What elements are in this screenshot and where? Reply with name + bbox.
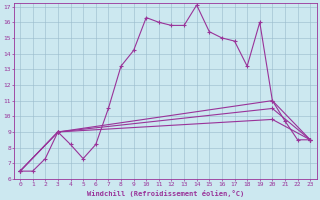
X-axis label: Windchill (Refroidissement éolien,°C): Windchill (Refroidissement éolien,°C) bbox=[86, 190, 244, 197]
